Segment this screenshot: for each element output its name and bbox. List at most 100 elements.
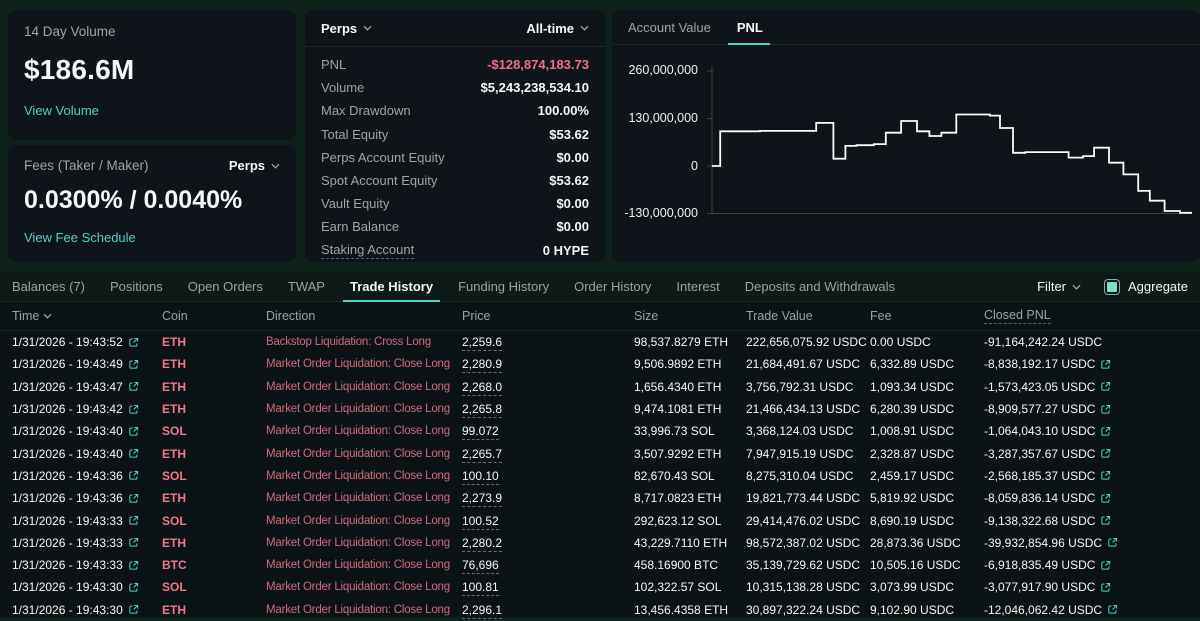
trade-time: 1/31/2026 - 19:43:33: [12, 513, 123, 528]
trade-price[interactable]: 100.10: [462, 468, 634, 485]
trade-price[interactable]: 76,696: [462, 558, 634, 575]
trade-price[interactable]: 2,296.1: [462, 602, 634, 619]
trade-time-link[interactable]: 1/31/2026 - 19:43:36: [12, 469, 162, 483]
trade-value: 29,414,476.02 USDC: [746, 513, 861, 528]
external-link-icon: [129, 404, 138, 414]
stats-perps-selector[interactable]: Perps: [321, 21, 372, 36]
trade-coin: SOL: [162, 513, 187, 528]
external-link-icon: [129, 560, 138, 570]
trade-price[interactable]: 2,268.0: [462, 379, 634, 396]
stat-row-spot-account-equity: Spot Account Equity $53.62: [321, 169, 589, 192]
volume-value: $186.6M: [24, 54, 135, 85]
trade-coin: SOL: [162, 580, 187, 595]
column-header-label: Price: [462, 309, 491, 323]
trade-closed-pnl[interactable]: -2,568,185.37 USDC: [984, 469, 1200, 483]
fees-perps-selector[interactable]: Perps: [229, 158, 280, 173]
closed-pnl-value: -12,046,062.42 USDC: [984, 602, 1103, 617]
tab-balances-7[interactable]: Balances (7): [12, 279, 85, 294]
column-header-direction: Direction: [266, 309, 462, 323]
table-row: 1/31/2026 - 19:43:33 SOL Market Order Liqu…: [0, 509, 1200, 531]
trade-time-link[interactable]: 1/31/2026 - 19:43:42: [12, 402, 162, 416]
trade-time-link[interactable]: 1/31/2026 - 19:43:33: [12, 558, 162, 572]
tab-deposits-and-withdrawals[interactable]: Deposits and Withdrawals: [744, 279, 896, 294]
fees-value: 0.0300% / 0.0040%: [24, 186, 243, 214]
tab-open-orders[interactable]: Open Orders: [187, 279, 263, 294]
view-volume-link[interactable]: View Volume: [24, 103, 99, 118]
trade-price[interactable]: 2,280.2: [462, 535, 634, 552]
trade-time-link[interactable]: 1/31/2026 - 19:43:49: [12, 357, 162, 371]
trade-closed-pnl[interactable]: -8,909,577.27 USDC: [984, 402, 1200, 416]
column-header-label: Size: [634, 309, 659, 323]
trade-price[interactable]: 2,265.7: [462, 446, 634, 463]
trade-closed-pnl[interactable]: -3,077,917.90 USDC: [984, 580, 1200, 594]
column-header-time[interactable]: Time: [12, 309, 162, 323]
tab-account-value[interactable]: Account Value: [628, 19, 711, 35]
trade-size: 8,717.0823 ETH: [634, 491, 722, 506]
trade-time-link[interactable]: 1/31/2026 - 19:43:52: [12, 335, 162, 349]
trade-price[interactable]: 100.81: [462, 580, 634, 597]
trade-fee: 1,008.91 USDC: [870, 424, 955, 439]
aggregate-toggle[interactable]: Aggregate: [1105, 279, 1188, 294]
trade-time-link[interactable]: 1/31/2026 - 19:43:47: [12, 380, 162, 394]
column-header-coin: Coin: [162, 309, 266, 323]
trade-time-link[interactable]: 1/31/2026 - 19:43:40: [12, 447, 162, 461]
trade-closed-pnl[interactable]: -6,918,835.49 USDC: [984, 558, 1200, 572]
trade-closed-pnl[interactable]: -9,138,322.68 USDC: [984, 514, 1200, 528]
trade-price[interactable]: 2,259.6: [462, 335, 634, 352]
trade-time-link[interactable]: 1/31/2026 - 19:43:30: [12, 603, 162, 617]
trade-time-link[interactable]: 1/31/2026 - 19:43:33: [12, 514, 162, 528]
trade-time: 1/31/2026 - 19:43:33: [12, 558, 123, 573]
stat-value: $0.00: [556, 219, 589, 235]
trade-price[interactable]: 2,265.8: [462, 402, 634, 419]
trade-time-link[interactable]: 1/31/2026 - 19:43:40: [12, 424, 162, 438]
table-row: 1/31/2026 - 19:43:42 ETH Market Order Liqu…: [0, 398, 1200, 420]
tab-interest[interactable]: Interest: [676, 279, 720, 294]
chevron-down-icon: [1072, 284, 1081, 290]
trade-time-link[interactable]: 1/31/2026 - 19:43:30: [12, 580, 162, 594]
view-fee-schedule-link[interactable]: View Fee Schedule: [24, 230, 136, 245]
stats-timeframe-selector[interactable]: All-time: [526, 21, 589, 36]
tab-funding-history[interactable]: Funding History: [458, 279, 550, 294]
external-link-icon: [1101, 493, 1111, 503]
trade-closed-pnl[interactable]: -1,573,423.05 USDC: [984, 380, 1200, 394]
trade-value: 8,275,310.04 USDC: [746, 468, 854, 483]
external-link-icon: [129, 449, 138, 458]
trade-price[interactable]: 2,280.9: [462, 357, 634, 374]
trade-size: 98,537.8279 ETH: [634, 335, 729, 350]
external-link-icon: [1101, 471, 1111, 481]
trade-closed-pnl[interactable]: -1,064,043.10 USDC: [984, 424, 1200, 438]
trade-size: 9,474.1081 ETH: [634, 402, 722, 417]
trade-closed-pnl[interactable]: -8,838,192.17 USDC: [984, 357, 1200, 371]
trade-price[interactable]: 100.52: [462, 513, 634, 530]
tab-positions[interactable]: Positions: [109, 279, 163, 294]
column-header-closed-pnl[interactable]: Closed PNL: [984, 308, 1200, 324]
table-row: 1/31/2026 - 19:43:40 ETH Market Order Liqu…: [0, 442, 1200, 464]
trade-value: 21,466,434.13 USDC: [746, 402, 861, 417]
trade-time-link[interactable]: 1/31/2026 - 19:43:36: [12, 491, 162, 505]
trade-closed-pnl[interactable]: -3,287,357.67 USDC: [984, 447, 1200, 461]
aggregate-checkbox[interactable]: [1105, 279, 1119, 294]
trade-closed-pnl[interactable]: -8,059,836.14 USDC: [984, 491, 1200, 505]
trade-value: 3,756,792.31 USDC: [746, 379, 854, 394]
trade-price-value: 2,280.9: [462, 357, 503, 374]
trade-time: 1/31/2026 - 19:43:30: [12, 602, 123, 617]
stat-label: Perps Account Equity: [321, 149, 445, 165]
tab-order-history[interactable]: Order History: [574, 279, 652, 294]
tab-trade-history[interactable]: Trade History: [342, 272, 441, 302]
trade-fee: 1,093.34 USDC: [870, 379, 955, 394]
tab-twap[interactable]: TWAP: [287, 279, 325, 294]
closed-pnl-value: -2,568,185.37 USDC: [984, 468, 1096, 483]
filter-dropdown[interactable]: Filter: [1037, 279, 1081, 294]
trade-time-link[interactable]: 1/31/2026 - 19:43:33: [12, 536, 162, 550]
stat-value: 100.00%: [537, 103, 589, 119]
trade-price-value: 100.81: [462, 580, 499, 597]
tab-pnl[interactable]: PNL: [727, 10, 770, 45]
external-link-icon: [129, 605, 138, 614]
stat-row-perps-account-equity: Perps Account Equity $0.00: [321, 146, 589, 169]
trade-price[interactable]: 99.072: [462, 424, 634, 441]
trade-closed-pnl[interactable]: -12,046,062.42 USDC: [984, 603, 1200, 617]
external-link-icon: [129, 538, 138, 547]
trade-closed-pnl[interactable]: -39,932,854.96 USDC: [984, 536, 1200, 550]
trade-price[interactable]: 2,273.9: [462, 491, 634, 508]
fees-card-title: Fees (Taker / Maker): [24, 158, 149, 173]
